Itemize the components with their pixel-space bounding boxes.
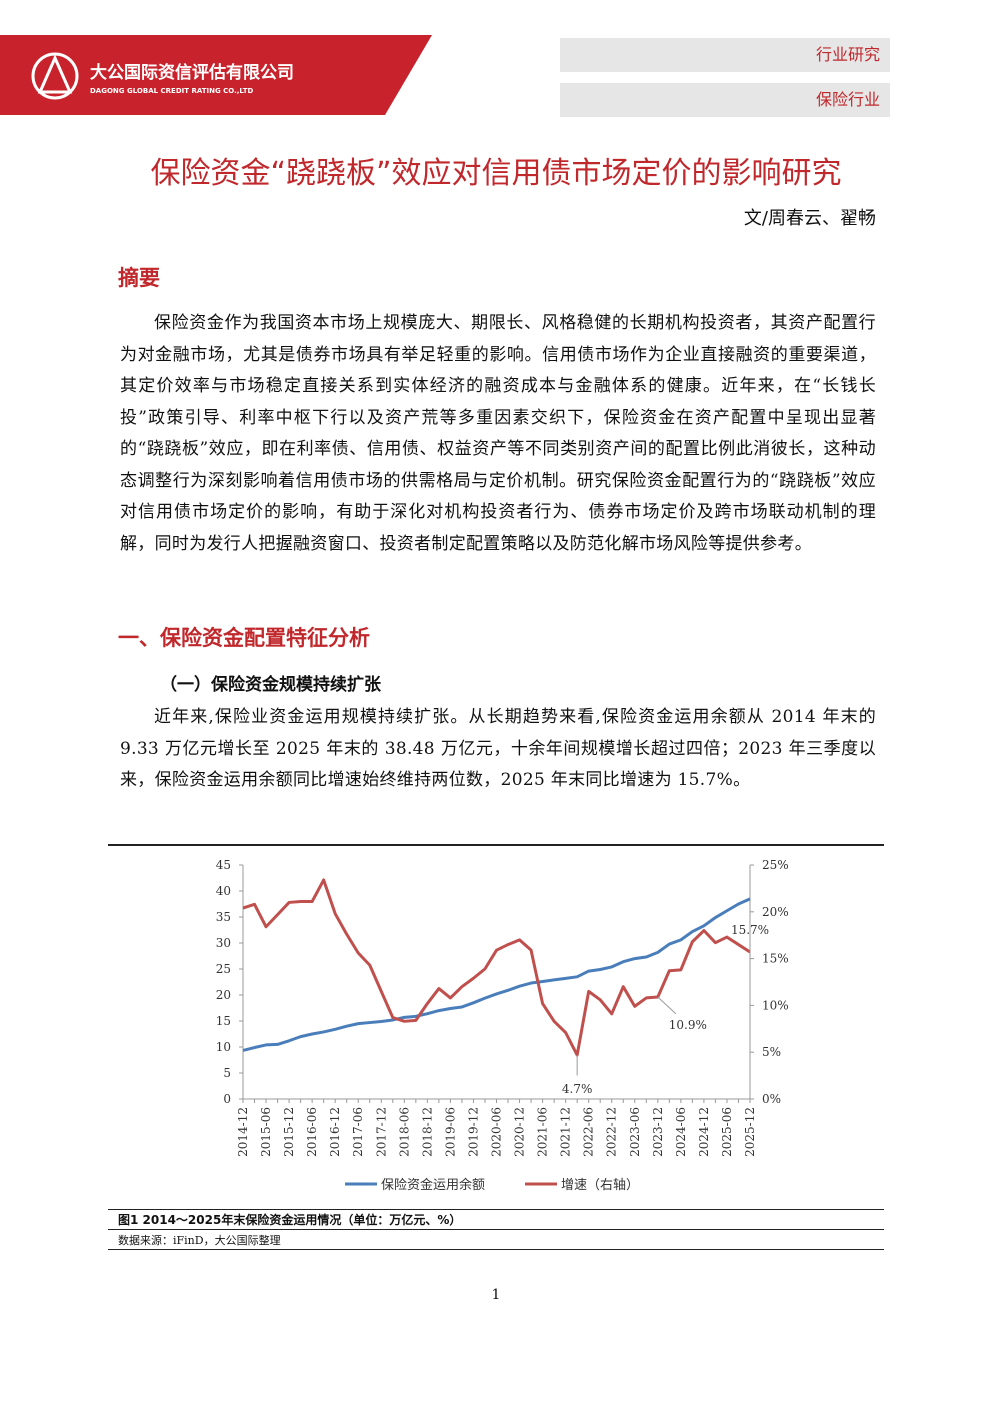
y2-tick-label: 20% (762, 905, 789, 919)
tag: 行业研究 (560, 38, 890, 72)
y-tick-label: 40 (216, 884, 231, 898)
x-tick-label: 2018-12 (420, 1107, 434, 1157)
x-tick-label: 2017-06 (351, 1107, 365, 1157)
x-tick-label: 2020-06 (490, 1107, 504, 1157)
title: 保险资金“跷跷板”效应对信用债市场定价的影响研究 (150, 156, 842, 191)
subheading: （一）保险资金规模持续扩张 (160, 675, 381, 695)
x-tick-label: 2025-06 (720, 1107, 734, 1157)
data-label: 10.9% (669, 1018, 707, 1032)
x-tick-label: 2023-12 (651, 1107, 665, 1157)
y-tick-label: 35 (216, 910, 231, 924)
company-en: DAGONG GLOBAL CREDIT RATING CO.,LTD (90, 87, 253, 95)
x-tick-label: 2018-06 (397, 1107, 411, 1157)
section-heading: 一、保险资金配置特征分析 (118, 626, 370, 650)
y-tick-label: 25 (216, 962, 231, 976)
y-tick-label: 30 (216, 936, 231, 950)
y-tick-label: 0 (223, 1092, 231, 1106)
x-tick-label: 2017-12 (374, 1107, 388, 1157)
series-line (242, 897, 751, 1052)
x-tick-label: 2022-06 (582, 1107, 596, 1157)
figure-rule (108, 844, 884, 846)
x-tick-label: 2016-12 (328, 1107, 342, 1157)
y-tick-label: 45 (216, 858, 231, 872)
x-tick-label: 2022-12 (605, 1107, 619, 1157)
y2-tick-label: 5% (762, 1045, 781, 1059)
data-label: 15.7% (731, 923, 769, 937)
paragraph: 近年来,保险业资金运用规模持续扩张。从长期趋势来看,保险资金运用余额从 2014… (120, 707, 876, 790)
legend-label: 保险资金运用余额 (381, 1177, 485, 1193)
data-label: 4.7% (562, 1082, 593, 1096)
leader-line (657, 996, 677, 1015)
header-bg: 大公国际资信评估有限公司 DAGONG GLOBAL CREDIT RATING… (0, 35, 432, 115)
x-tick-label: 2024-12 (697, 1107, 711, 1157)
x-tick-label: 2019-12 (466, 1107, 480, 1157)
x-tick-label: 2014-12 (236, 1107, 250, 1157)
x-tick-label: 2015-12 (282, 1107, 296, 1157)
y-tick-label: 15 (216, 1014, 231, 1028)
figure-source: 数据来源：iFinD，大公国际整理 (108, 1232, 884, 1250)
y2-tick-label: 15% (762, 952, 789, 966)
chart: 0 5 10 15 20 25 30 35 40 45 0% 5% 10% 15% 20% 25% 2014-1… (216, 858, 789, 1193)
author: 文/周春云、翟畅 (743, 208, 876, 229)
x-tick-label: 2016-06 (305, 1107, 319, 1157)
figure-caption: 图1 2014～2025年末保险资金运用情况（单位：万亿元、%） (108, 1209, 884, 1230)
x-tick-label: 2019-06 (443, 1107, 457, 1157)
y2-tick-label: 25% (762, 858, 789, 872)
x-tick-label: 2021-12 (559, 1107, 573, 1157)
series-line (242, 878, 751, 1057)
y2-tick-label: 10% (762, 998, 789, 1012)
x-tick-label: 2024-06 (674, 1107, 688, 1157)
x-tick-label: 2021-06 (536, 1107, 550, 1157)
company-cn: 大公国际资信评估有限公司 (90, 62, 294, 83)
x-tick-label: 2025-12 (743, 1107, 757, 1157)
y-tick-label: 5 (223, 1066, 231, 1080)
x-tick-label: 2015-06 (259, 1107, 273, 1157)
y-tick-label: 20 (216, 988, 231, 1002)
x-tick-label: 2023-06 (628, 1107, 642, 1157)
paragraph: 保险资金作为我国资本市场上规模庞大、期限长、风格稳健的长期机构投资者，其资产配置… (120, 313, 876, 554)
section-heading: 摘要 (118, 266, 160, 290)
legend-label: 增速（右轴） (561, 1178, 639, 1193)
y2-tick-label: 0% (762, 1092, 781, 1106)
y-tick-label: 10 (216, 1040, 231, 1054)
tag: 保险行业 (560, 83, 890, 117)
x-tick-label: 2020-12 (513, 1107, 527, 1157)
page-number: 1 (491, 1287, 501, 1303)
